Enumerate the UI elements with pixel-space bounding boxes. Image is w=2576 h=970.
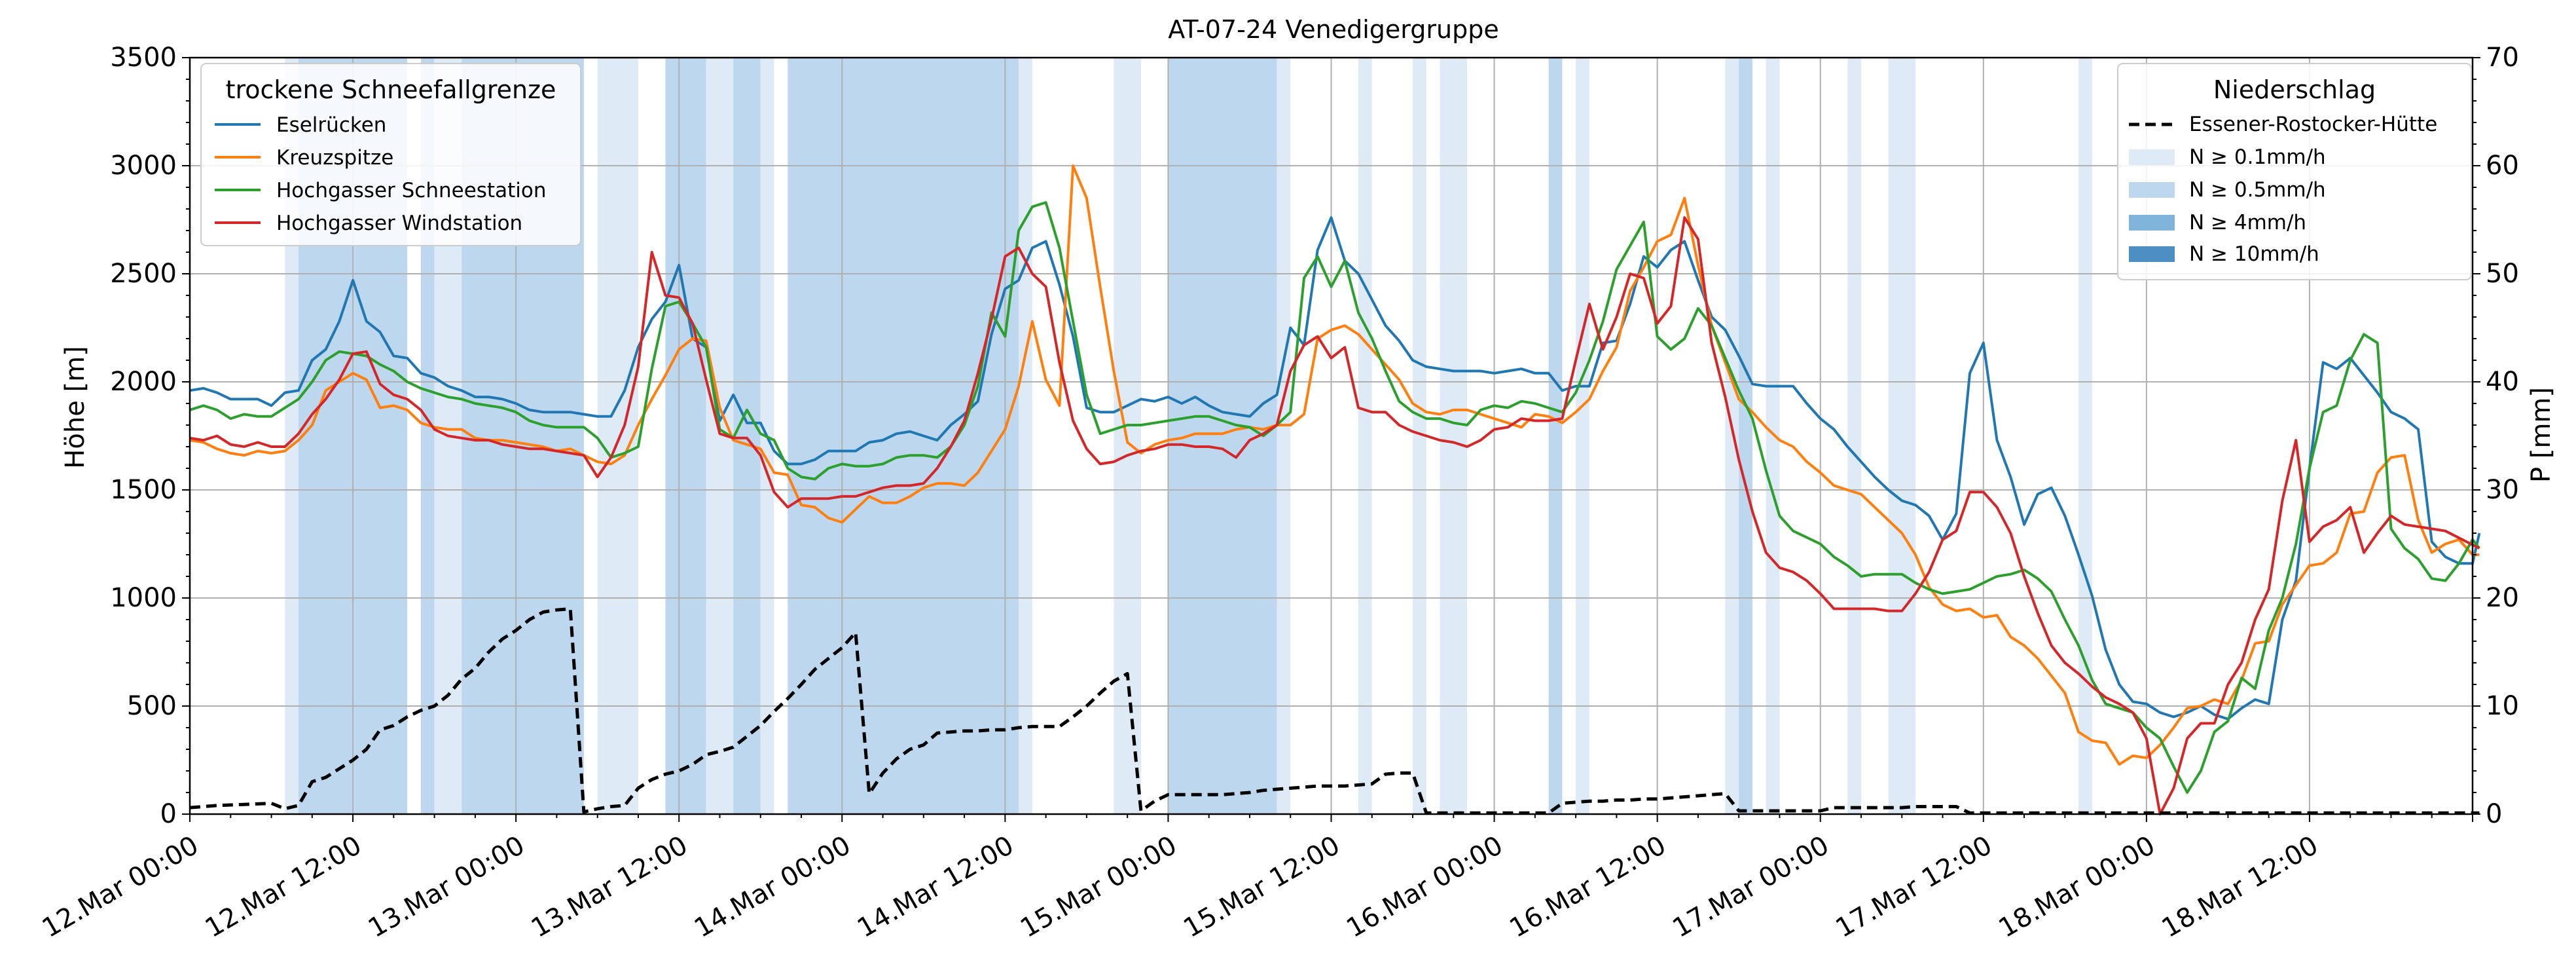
y-tick-label-right: 30: [2486, 475, 2519, 505]
legend-label-precip-0-5: N ≥ 0.5mm/h: [2189, 178, 2326, 202]
precip-band: [285, 58, 299, 814]
precip-band: [733, 58, 761, 814]
legend-label-eselruecken: Eselrücken: [276, 113, 386, 137]
chart-title: AT-07-24 Venedigergruppe: [1168, 15, 1498, 44]
y-tick-label-left: 2000: [110, 367, 177, 397]
y-tick-label-left: 1000: [110, 583, 177, 613]
y-tick-label-right: 20: [2486, 583, 2519, 613]
legend-label-precip-10: N ≥ 10mm/h: [2189, 242, 2319, 266]
y-tick-label-right: 10: [2486, 691, 2519, 721]
precip-band: [1725, 58, 1739, 814]
precip-band: [1440, 58, 1468, 814]
precip-band: [2078, 58, 2092, 814]
legend-swatch-precip-0-1: [2129, 149, 2175, 165]
precip-band: [1888, 58, 1916, 814]
legend-precipitation: Niederschlag Essener-Rostocker-Hütte N ≥…: [2117, 63, 2472, 280]
precip-band: [1847, 58, 1861, 814]
y-tick-label-left: 2500: [110, 259, 177, 289]
legend-title: trockene Schneefallgrenze: [226, 75, 556, 104]
series-line-hochgasser-schneestation: [189, 201, 2480, 794]
series-line-eselr-cken: [189, 216, 2481, 720]
series-line-kreuzspitze: [189, 164, 2480, 766]
legend-label-precip-0-1: N ≥ 0.1mm/h: [2189, 145, 2326, 169]
precip-band: [788, 58, 1019, 814]
precip-band: [420, 58, 435, 814]
precip-band: [597, 58, 638, 814]
precip-band: [1766, 58, 1780, 814]
legend-label-kreuzspitze: Kreuzspitze: [276, 146, 393, 170]
axes: [182, 56, 2480, 822]
y-tick-label-left: 500: [127, 691, 177, 721]
y-tick-label-left: 1500: [110, 475, 177, 505]
precip-band: [1413, 58, 1426, 814]
legend-frame: [2117, 63, 2472, 280]
y-tick-label-right: 70: [2486, 43, 2519, 73]
legend-swatch-precip-4: [2129, 215, 2175, 231]
legend-swatch-precip-10: [2129, 246, 2175, 262]
y-tick-label-left: 0: [160, 799, 177, 829]
legend-station-lines: trockene Schneefallgrenze Eselrücken Kre…: [200, 63, 581, 246]
series-lines: [189, 164, 2481, 815]
precip-band: [1277, 58, 1291, 814]
y-tick-label-right: 40: [2486, 367, 2519, 397]
y-tick-label-right: 50: [2486, 259, 2519, 289]
y-tick-label-right: 60: [2486, 151, 2519, 181]
series-line-essener-rostocker-h-tte: [189, 607, 2480, 815]
precip-band: [1739, 58, 1752, 814]
precip-band: [1576, 58, 1589, 814]
legend-label-windstation: Hochgasser Windstation: [276, 212, 522, 235]
legend-label-station: Essener-Rostocker-Hütte: [2189, 113, 2437, 136]
legend-swatch-precip-0-5: [2129, 182, 2175, 198]
y-tick-label-right: 0: [2486, 799, 2502, 829]
y-axis-label-right: P [mm]: [2526, 387, 2556, 483]
y-tick-label-left: 3500: [110, 43, 177, 73]
precip-band: [1358, 58, 1372, 814]
precip-band: [665, 58, 706, 814]
y-axis-label-left: Höhe [m]: [60, 346, 90, 468]
y-tick-label-left: 3000: [110, 151, 177, 181]
legend-label-precip-4: N ≥ 4mm/h: [2189, 211, 2306, 234]
precip-band: [1019, 58, 1032, 814]
legend-label-schneestation: Hochgasser Schneestation: [276, 179, 546, 202]
legend-title: Niederschlag: [2213, 75, 2376, 104]
series-line-hochgasser-windstation: [189, 216, 2480, 815]
legend-frame: [200, 63, 581, 246]
precip-band: [1548, 58, 1563, 814]
